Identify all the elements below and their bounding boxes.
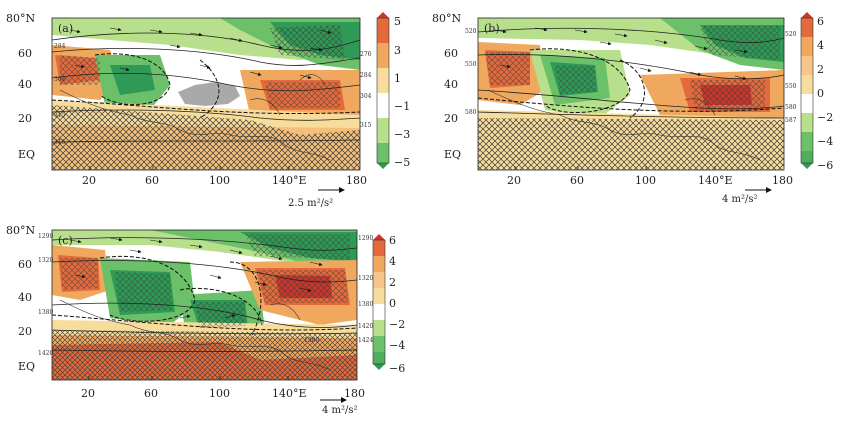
panel-a-contour-label: 304 (360, 93, 372, 100)
panel-a-xtick-20: 20 (82, 174, 96, 187)
panel-b-xtick-180: 180 (772, 174, 793, 187)
panel-c-colorbar-tick: −6 (389, 362, 405, 375)
panel-a-contour-label: 284 (360, 72, 372, 79)
panel-a: (a) 80°N 60 40 20 EQ 20 60 100 140°E 180… (6, 12, 410, 209)
panel-c-colorbar-tick: 4 (389, 255, 396, 268)
panel-c-colorbar-tick: −4 (389, 339, 405, 352)
panel-c-ytick-20: 20 (18, 325, 32, 338)
panel-b-ytick-40: 40 (444, 78, 458, 91)
panel-a-xtick-180: 180 (346, 174, 367, 187)
tibetan-plateau-mask (178, 82, 240, 106)
panel-b-xtick-60: 60 (570, 174, 584, 187)
panel-c-xtick-140e: 140°E (272, 387, 307, 400)
panel-b-xtick-100: 100 (635, 174, 656, 187)
panel-b-xtick-140e: 140°E (698, 174, 733, 187)
panel-a-colorbar-tick: −1 (394, 100, 410, 113)
panel-a-ytick-80n: 80°N (6, 12, 35, 25)
panel-b-ytick-60: 60 (444, 47, 458, 60)
panel-c-contour-label: 1320 (38, 257, 53, 264)
panel-a-contour-label: 284 (54, 43, 66, 50)
panel-a-colorbar-tick: 5 (394, 15, 401, 28)
panel-c-ytick-40: 40 (18, 291, 32, 304)
panel-b-xtick-20: 20 (507, 174, 521, 187)
panel-b-colorbar-tick: 4 (817, 39, 824, 52)
panel-c-colorbar-tick: 0 (389, 297, 396, 310)
panel-a-ytick-60: 60 (18, 47, 32, 60)
panel-b-ytick-eq: EQ (444, 148, 461, 161)
panel-b-contour-label: 550 (465, 61, 477, 68)
panel-b-contour-label: 580 (465, 109, 477, 116)
panel-a-colorbar (376, 12, 390, 169)
panel-c-contour-label: 1290 (38, 233, 53, 240)
panel-b-label: (b) (484, 22, 500, 35)
panel-a-contour-label: 304 (54, 76, 66, 83)
panel-c-xtick-100: 100 (209, 387, 230, 400)
panel-b-colorbar-tick: 0 (817, 87, 824, 100)
panel-c-label: (c) (58, 234, 73, 247)
panel-a-contour-label: 315 (54, 139, 66, 146)
panel-a-xtick-100: 100 (209, 174, 230, 187)
panel-c-xtick-20: 20 (81, 387, 95, 400)
panel-c-colorbar-tick: 6 (389, 234, 396, 247)
panel-a-map (52, 18, 360, 170)
panel-c-inner-contour-label: 1380 (304, 337, 319, 344)
panel-b-ytick-80n: 80°N (432, 12, 461, 25)
panel-a-xtick-140e: 140°E (272, 174, 307, 187)
panel-a-contour-label: 315 (360, 122, 372, 129)
panel-b-contour-label: 580 (785, 104, 797, 111)
panel-c-ytick-eq: EQ (18, 360, 35, 373)
panel-a-colorbar-tick: 1 (394, 72, 401, 85)
panel-c-colorbar (372, 234, 386, 370)
panel-c-xtick-180: 180 (344, 387, 365, 400)
panel-a-label: (a) (58, 22, 73, 35)
panel-c-contour-label: 1380 (38, 309, 53, 316)
panel-c-ytick-60: 60 (18, 258, 32, 271)
panel-c-map (52, 230, 357, 380)
panel-b-colorbar-tick: −2 (817, 111, 833, 124)
panel-b: (b) 80°N 60 40 20 EQ 20 60 100 140°E 180… (432, 12, 833, 205)
panel-c-contour-label: 1320 (358, 275, 373, 282)
panel-a-ytick-eq: EQ (18, 148, 35, 161)
panel-c-contour-label: 1424 (358, 337, 373, 344)
panel-a-colorbar-tick: −5 (394, 156, 410, 169)
panel-b-reference-label: 4 m²/s² (722, 194, 758, 205)
panel-a-colorbar-tick: 3 (394, 44, 401, 57)
panel-c-colorbar-tick: 2 (389, 276, 396, 289)
panel-b-contour-label: 520 (785, 31, 797, 38)
panel-c-contour-label: 1420 (358, 323, 373, 330)
panel-a-contour-label: 276 (360, 51, 372, 58)
panel-a-ytick-20: 20 (18, 112, 32, 125)
panel-c-ytick-80n: 80°N (6, 224, 35, 237)
panel-a-ytick-40: 40 (18, 78, 32, 91)
panel-a-contour-label: 315 (54, 112, 66, 119)
panel-b-contour-label: 520 (465, 28, 477, 35)
panel-a-xtick-60: 60 (145, 174, 159, 187)
panel-c: (c) 80°N 60 40 20 EQ 20 60 100 140°E 180… (6, 224, 405, 416)
panel-b-ytick-20: 20 (444, 112, 458, 125)
panel-c-reference-label: 4 m²/s² (322, 405, 358, 416)
panel-b-colorbar-tick: −4 (817, 135, 833, 148)
panel-b-colorbar-tick: −6 (817, 159, 833, 172)
panel-a-reference-label: 2.5 m²/s² (288, 198, 333, 209)
panel-c-contour-label: 1420 (38, 350, 53, 357)
panel-b-contour-label: 587 (785, 117, 797, 124)
panel-c-contour-label: 1380 (358, 301, 373, 308)
panel-b-colorbar (800, 12, 814, 169)
panel-b-colorbar-tick: 6 (817, 15, 824, 28)
panel-a-colorbar-tick: −3 (394, 128, 410, 141)
panel-b-map (478, 18, 784, 170)
panel-b-contour-label: 550 (785, 83, 797, 90)
panel-c-contour-label: 1290 (358, 235, 373, 242)
panel-c-colorbar-tick: −2 (389, 318, 405, 331)
panel-c-xtick-60: 60 (144, 387, 158, 400)
panel-b-colorbar-tick: 2 (817, 63, 824, 76)
